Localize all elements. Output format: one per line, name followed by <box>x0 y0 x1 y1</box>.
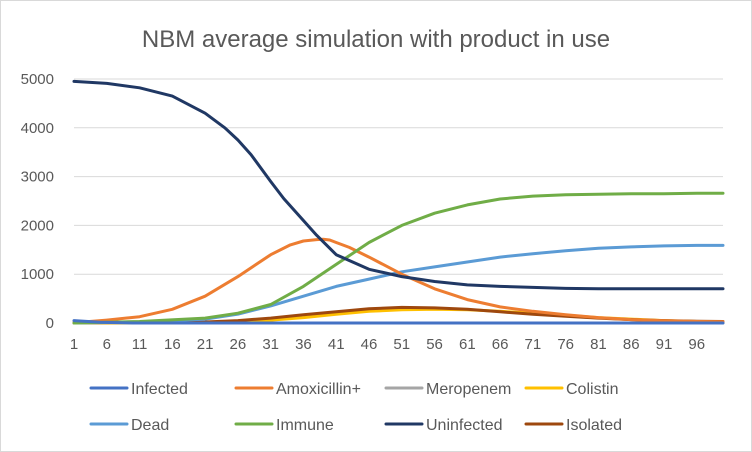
x-axis-ticks: 1 6 11 16 21 26 31 36 41 46 51 56 61 66 71 76 81 86 91 96 <box>70 336 705 353</box>
x-tick-label: 11 <box>132 336 148 353</box>
series-line-immune <box>72 191 725 325</box>
legend-label-dead: Dead <box>131 417 169 434</box>
x-tick-label: 71 <box>525 336 542 353</box>
legend: Infected Amoxicillin+ Meropenem Colistin Dea… <box>89 381 622 434</box>
legend-label-isolated: Isolated <box>566 417 622 434</box>
legend-label-immune: Immune <box>276 417 334 434</box>
x-tick-label: 86 <box>623 336 640 353</box>
x-tick-label: 26 <box>230 336 247 353</box>
x-tick-label: 66 <box>492 336 509 353</box>
series-line-uninfected <box>72 79 725 291</box>
legend-label-infected: Infected <box>131 381 188 398</box>
x-tick-label: 96 <box>688 336 705 353</box>
series-lines <box>72 79 725 325</box>
series-line-amoxicillin <box>72 237 725 325</box>
x-tick-label: 31 <box>262 336 279 353</box>
x-tick-label: 1 <box>70 336 78 353</box>
x-tick-label: 91 <box>656 336 673 353</box>
x-tick-label: 56 <box>426 336 443 353</box>
y-tick-label: 0 <box>46 315 54 332</box>
gridlines <box>74 78 723 324</box>
legend-label-uninfected: Uninfected <box>426 417 503 434</box>
series-line-infected <box>72 319 725 325</box>
x-tick-label: 6 <box>103 336 111 353</box>
x-tick-label: 76 <box>557 336 574 353</box>
x-tick-label: 16 <box>164 336 181 353</box>
y-axis-ticks: 0 1000 2000 3000 4000 5000 <box>21 71 54 332</box>
x-tick-label: 51 <box>393 336 410 353</box>
y-tick-label: 5000 <box>21 71 54 88</box>
legend-label-meropenem: Meropenem <box>426 381 511 398</box>
chart-title: NBM average simulation with product in u… <box>142 26 610 53</box>
y-tick-label: 4000 <box>21 120 54 137</box>
y-tick-label: 2000 <box>21 217 54 234</box>
y-tick-label: 1000 <box>21 266 54 283</box>
x-tick-label: 36 <box>295 336 312 353</box>
x-tick-label: 21 <box>197 336 214 353</box>
x-tick-label: 61 <box>459 336 476 353</box>
legend-label-amoxicillin: Amoxicillin+ <box>276 381 361 398</box>
x-tick-label: 46 <box>361 336 378 353</box>
x-tick-label: 41 <box>328 336 345 353</box>
x-tick-label: 81 <box>590 336 607 353</box>
legend-label-colistin: Colistin <box>566 381 618 398</box>
y-tick-label: 3000 <box>21 169 54 186</box>
